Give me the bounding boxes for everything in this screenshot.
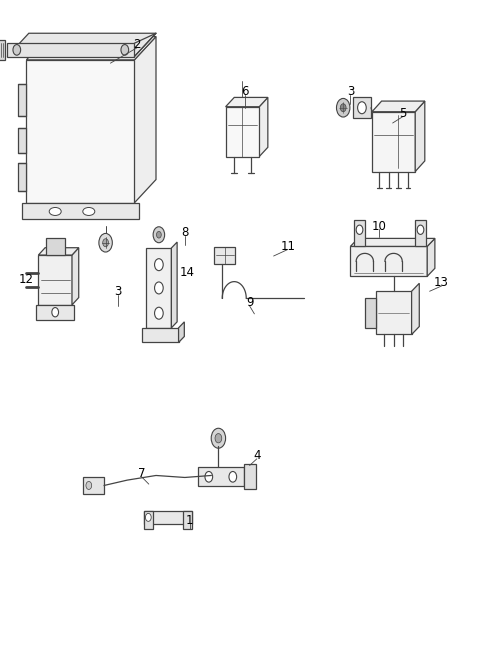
Polygon shape (350, 239, 435, 247)
Polygon shape (171, 242, 177, 328)
Polygon shape (353, 97, 371, 118)
Polygon shape (365, 298, 376, 328)
Polygon shape (18, 163, 26, 191)
Polygon shape (146, 248, 171, 328)
Polygon shape (259, 97, 268, 156)
Text: 11: 11 (280, 239, 296, 253)
Text: 7: 7 (138, 467, 145, 480)
Polygon shape (46, 239, 65, 255)
Text: 12: 12 (19, 273, 34, 286)
Polygon shape (38, 248, 79, 255)
Polygon shape (18, 84, 26, 116)
Circle shape (211, 428, 226, 448)
Circle shape (155, 259, 163, 271)
Text: 14: 14 (180, 266, 195, 279)
Polygon shape (134, 37, 156, 203)
Circle shape (52, 307, 59, 317)
Circle shape (229, 471, 237, 482)
Text: 6: 6 (241, 85, 249, 98)
Circle shape (99, 233, 112, 252)
Polygon shape (415, 101, 425, 172)
Text: 1: 1 (186, 513, 193, 527)
Polygon shape (26, 37, 156, 60)
Polygon shape (0, 40, 5, 60)
Text: 2: 2 (133, 38, 141, 51)
Polygon shape (214, 247, 236, 263)
Circle shape (358, 102, 366, 114)
Polygon shape (36, 305, 74, 320)
Polygon shape (7, 43, 134, 57)
Polygon shape (179, 322, 184, 342)
Polygon shape (18, 128, 26, 153)
Polygon shape (142, 328, 179, 342)
Polygon shape (412, 283, 420, 334)
Polygon shape (226, 97, 268, 106)
Text: 10: 10 (372, 219, 386, 233)
Circle shape (153, 227, 165, 243)
Circle shape (155, 282, 163, 294)
Circle shape (215, 434, 222, 443)
Circle shape (356, 225, 363, 234)
Text: 8: 8 (181, 226, 189, 239)
Polygon shape (244, 464, 256, 489)
Circle shape (336, 98, 350, 117)
Circle shape (205, 471, 213, 482)
Polygon shape (83, 477, 104, 494)
Circle shape (145, 513, 151, 521)
Polygon shape (22, 203, 139, 219)
Circle shape (155, 307, 163, 319)
Circle shape (417, 225, 424, 234)
Polygon shape (226, 106, 259, 156)
Circle shape (121, 45, 129, 55)
Ellipse shape (83, 207, 95, 215)
Polygon shape (372, 101, 425, 112)
Circle shape (86, 481, 92, 489)
Text: 13: 13 (434, 276, 449, 289)
Text: 3: 3 (114, 285, 121, 298)
Polygon shape (144, 511, 153, 529)
Ellipse shape (49, 207, 61, 215)
Polygon shape (415, 219, 426, 247)
Circle shape (103, 239, 108, 247)
Text: 5: 5 (399, 106, 407, 120)
Circle shape (156, 231, 161, 238)
Text: 3: 3 (347, 85, 354, 98)
Polygon shape (38, 255, 72, 305)
Circle shape (13, 45, 21, 55)
Text: 4: 4 (253, 449, 261, 462)
Polygon shape (26, 60, 134, 203)
Polygon shape (198, 467, 244, 486)
Polygon shape (372, 112, 415, 172)
Polygon shape (350, 247, 427, 277)
Polygon shape (376, 291, 412, 334)
Polygon shape (183, 511, 192, 529)
Text: 9: 9 (246, 296, 253, 309)
Circle shape (340, 104, 346, 112)
Polygon shape (354, 219, 365, 247)
Polygon shape (144, 511, 192, 524)
Polygon shape (427, 239, 435, 277)
Polygon shape (7, 33, 156, 57)
Polygon shape (72, 248, 79, 305)
